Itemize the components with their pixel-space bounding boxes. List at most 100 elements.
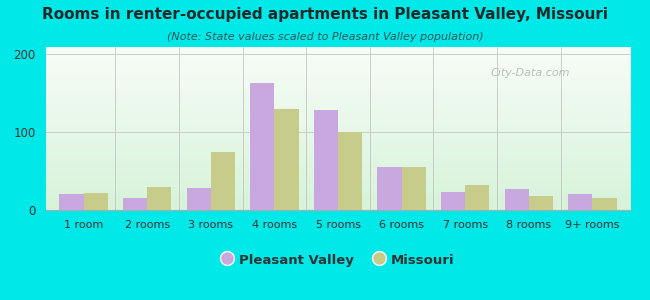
Bar [46, 132, 630, 133]
Bar [46, 200, 630, 201]
Text: City-Data.com: City-Data.com [490, 68, 569, 78]
Bar [123, 198, 148, 210]
Bar [46, 82, 630, 83]
Bar [46, 127, 630, 128]
Bar [46, 77, 630, 78]
Bar [46, 122, 630, 123]
Bar [46, 164, 630, 165]
Bar [46, 123, 630, 124]
Bar [46, 205, 630, 206]
Bar [568, 194, 592, 210]
Bar [46, 118, 630, 119]
Bar [46, 159, 630, 160]
Bar [46, 171, 630, 172]
Bar [46, 56, 630, 57]
Bar [46, 118, 630, 119]
Bar [46, 94, 630, 95]
Bar [46, 64, 630, 65]
Bar [46, 174, 630, 175]
Bar [46, 76, 630, 77]
Bar [46, 163, 630, 164]
Bar [46, 143, 630, 144]
Bar [46, 168, 630, 169]
Bar [46, 146, 630, 147]
Bar [46, 206, 630, 207]
Bar [46, 140, 630, 141]
Bar [46, 134, 630, 135]
Bar [46, 109, 630, 110]
Bar [46, 152, 630, 153]
Bar [46, 52, 630, 53]
Bar [46, 51, 630, 52]
Bar [46, 150, 630, 151]
Bar [46, 126, 630, 127]
Bar [46, 203, 630, 204]
Bar [46, 167, 630, 168]
Bar [46, 78, 630, 79]
Bar [46, 139, 630, 140]
Bar [46, 148, 630, 149]
Bar [46, 151, 630, 152]
Bar [46, 91, 630, 92]
Bar [46, 124, 630, 125]
Bar [46, 93, 630, 94]
Bar [46, 153, 630, 154]
Bar [46, 112, 630, 113]
Bar [46, 191, 630, 192]
Bar [338, 132, 362, 210]
Bar [46, 73, 630, 74]
Bar [46, 61, 630, 62]
Bar [46, 108, 630, 109]
Bar [46, 85, 630, 86]
Bar [46, 169, 630, 170]
Bar [46, 135, 630, 136]
Bar [46, 58, 630, 59]
Bar [46, 166, 630, 167]
Bar [46, 89, 630, 90]
Bar [46, 155, 630, 156]
Bar [46, 105, 630, 106]
Bar [46, 102, 630, 103]
Bar [46, 190, 630, 191]
Bar [46, 188, 630, 189]
Bar [46, 68, 630, 69]
Legend: Pleasant Valley, Missouri: Pleasant Valley, Missouri [216, 247, 460, 272]
Bar [378, 167, 402, 210]
Bar [46, 133, 630, 134]
Bar [46, 204, 630, 205]
Text: Rooms in renter-occupied apartments in Pleasant Valley, Missouri: Rooms in renter-occupied apartments in P… [42, 8, 608, 22]
Bar [46, 83, 630, 84]
Bar [46, 136, 630, 137]
Bar [46, 179, 630, 180]
Bar [187, 188, 211, 210]
Bar [46, 48, 630, 49]
Bar [46, 181, 630, 182]
Bar [46, 80, 630, 81]
Bar [46, 86, 630, 87]
Bar [46, 149, 630, 150]
Bar [46, 176, 630, 177]
Bar [46, 154, 630, 155]
Bar [46, 55, 630, 56]
Bar [46, 70, 630, 71]
Bar [314, 110, 338, 210]
Bar [46, 81, 630, 82]
Bar [46, 114, 630, 115]
Bar [46, 71, 630, 72]
Bar [46, 207, 630, 208]
Bar [46, 100, 630, 101]
Bar [46, 208, 630, 209]
Bar [46, 183, 630, 184]
Bar [46, 170, 630, 171]
Bar [46, 82, 630, 83]
Bar [46, 185, 630, 186]
Bar [46, 98, 630, 99]
Bar [46, 157, 630, 158]
Bar [46, 193, 630, 194]
Bar [46, 197, 630, 198]
Bar [46, 106, 630, 107]
Text: (Note: State values scaled to Pleasant Valley population): (Note: State values scaled to Pleasant V… [166, 32, 484, 41]
Bar [46, 178, 630, 179]
Bar [46, 47, 630, 48]
Bar [46, 138, 630, 139]
